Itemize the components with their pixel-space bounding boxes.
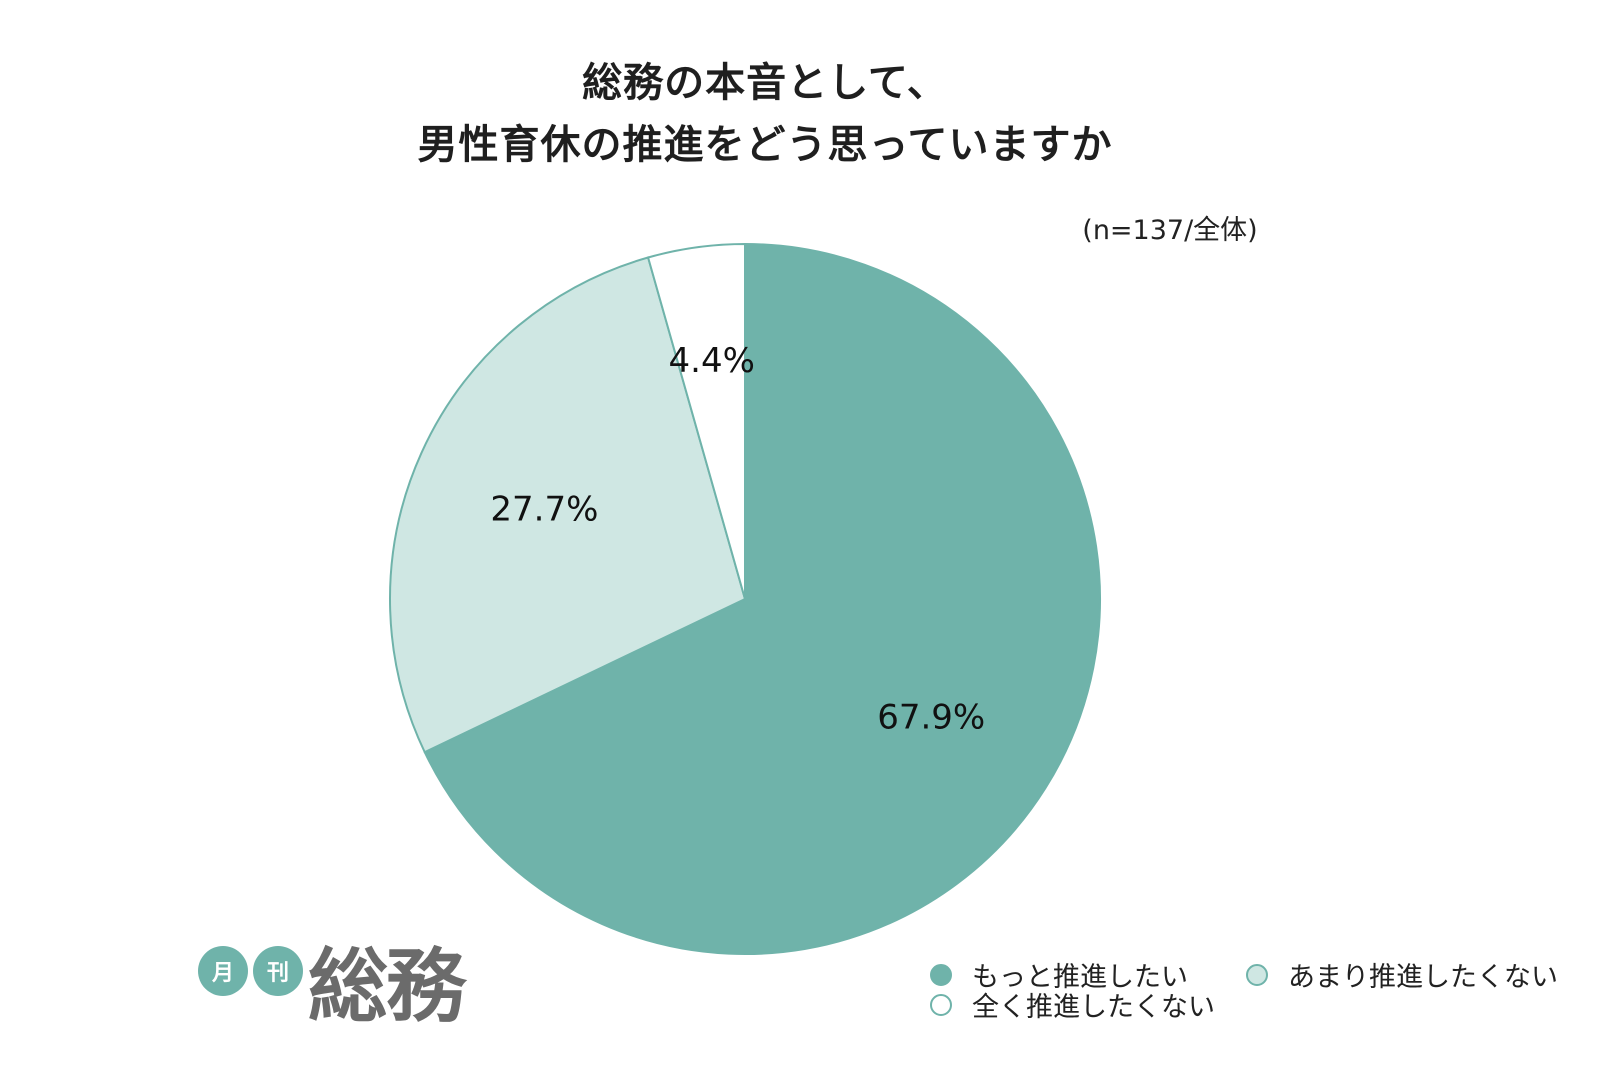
brand-logo: 月 刊 総務 <box>198 940 468 1042</box>
legend-item-1: あまり推進したくない <box>1246 955 1558 994</box>
pie-label-1: 27.7% <box>490 489 598 529</box>
legend-swatch-2 <box>930 993 952 1016</box>
legend-item-0: もっと推進したい <box>930 955 1188 994</box>
pie-label-2: 4.4% <box>669 341 755 381</box>
logo-circle-2: 刊 <box>253 946 303 996</box>
chart-title-line-2: 男性育休の推進をどう思っていますか <box>417 122 1113 168</box>
pie-slice-1 <box>389 256 747 754</box>
legend-item-2: 全く推進したくない <box>930 985 1215 1024</box>
sample-size-note: (n=137/全体) <box>1082 215 1258 246</box>
chart-title-line-1: 総務の本音として、 <box>582 60 948 106</box>
legend-swatch-0 <box>930 963 952 986</box>
pie-slice-0 <box>423 242 1101 955</box>
logo-circle-1: 月 <box>198 946 248 996</box>
pie-slice-2 <box>646 242 746 600</box>
logo-wordmark: 総務 <box>308 940 466 1033</box>
legend-label-0: もっと推進したい <box>972 962 1188 993</box>
chart-title: 総務の本音として、 男性育休の推進をどう思っていますか <box>0 52 1530 176</box>
legend-label-2: 全く推進したくない <box>972 992 1215 1023</box>
legend-swatch-1 <box>1246 963 1268 986</box>
pie-label-0: 67.9% <box>877 697 985 737</box>
legend-label-1: あまり推進したくない <box>1288 962 1558 993</box>
